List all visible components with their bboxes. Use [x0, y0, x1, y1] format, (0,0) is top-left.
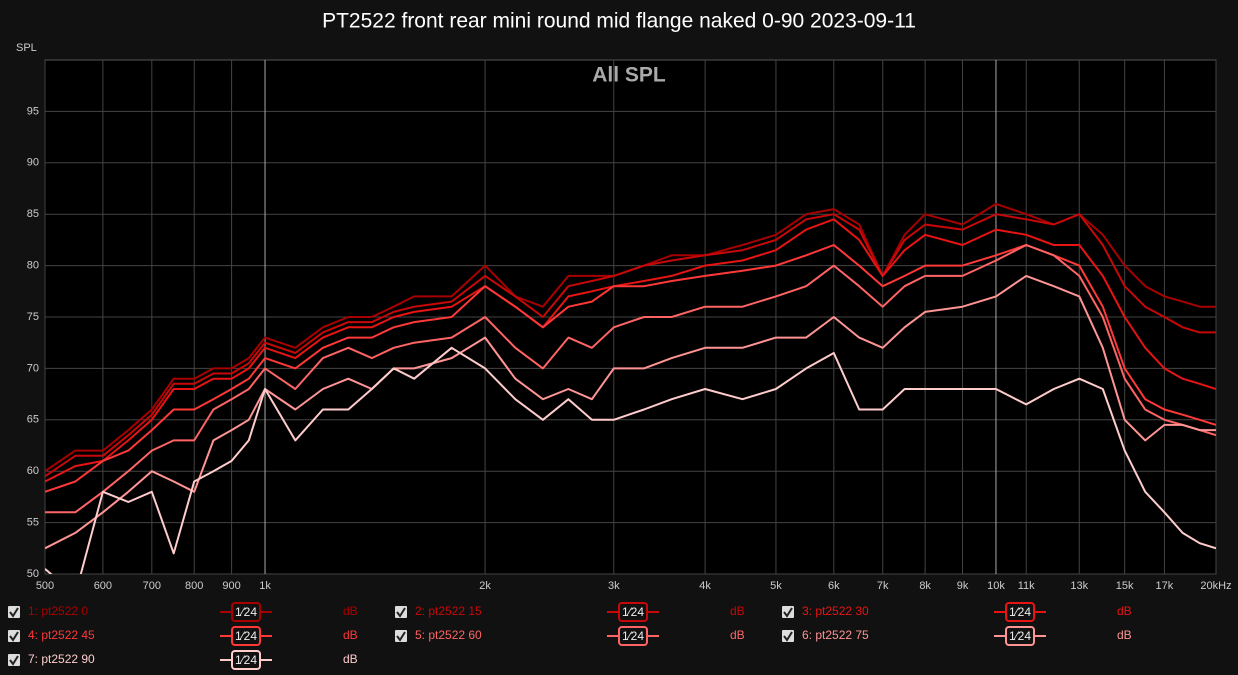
- y-tick-label: 50: [27, 568, 39, 580]
- legend-unit: dB: [343, 604, 358, 618]
- x-tick-label: 5k: [770, 580, 782, 592]
- series-line: [45, 346, 1216, 574]
- x-tick-label: 15k: [1116, 580, 1134, 592]
- x-tick-label: 20kHz: [1200, 580, 1231, 592]
- y-tick-label: 65: [27, 414, 39, 426]
- x-tick-label: 800: [185, 580, 203, 592]
- legend-label: 6: pt2522 75: [802, 628, 869, 642]
- y-tick-label: 85: [27, 208, 39, 220]
- legend-label: 2: pt2522 15: [415, 604, 482, 618]
- series-line: [45, 244, 1216, 514]
- legend-check: [396, 631, 406, 642]
- series-line: [45, 244, 1216, 493]
- x-tick-label: 9k: [957, 580, 969, 592]
- legend-check: [783, 631, 793, 642]
- y-tick-label: 75: [27, 311, 39, 323]
- x-tick-label: 10k: [987, 580, 1005, 592]
- x-tick-label: 600: [94, 580, 112, 592]
- legend-unit: dB: [1117, 604, 1132, 618]
- legend-smoothing-box: [1005, 626, 1035, 646]
- y-tick-label: 60: [27, 465, 39, 477]
- legend-label: 4: pt2522 45: [28, 628, 95, 642]
- legend-unit: dB: [730, 628, 745, 642]
- legend-smoothing: 1⁄24: [235, 629, 257, 643]
- x-tick-label: 7k: [877, 580, 889, 592]
- legend-check: [396, 607, 406, 618]
- legend-smoothing: 1⁄24: [235, 653, 257, 667]
- legend-smoothing-box: [231, 626, 261, 646]
- legend-unit: dB: [343, 628, 358, 642]
- series-line: [45, 213, 1216, 478]
- x-tick-label: 2k: [479, 580, 491, 592]
- y-tick-label: 95: [27, 105, 39, 117]
- legend-check: [9, 631, 19, 642]
- y-tick-label: 80: [27, 260, 39, 272]
- legend-label: 1: pt2522 0: [28, 604, 88, 618]
- legend-label: 7: pt2522 90: [28, 652, 95, 666]
- legend-unit: dB: [1117, 628, 1132, 642]
- legend-smoothing: 1⁄24: [622, 605, 644, 619]
- series-line: [45, 274, 1216, 550]
- chart-subtitle: All SPL: [592, 64, 666, 87]
- series-group: [45, 202, 1216, 574]
- x-tick-label: 700: [143, 580, 161, 592]
- legend-smoothing-box: [231, 650, 261, 670]
- legend-smoothing: 1⁄24: [235, 605, 257, 619]
- y-tick-label: 90: [27, 157, 39, 169]
- legend-smoothing-box: [618, 626, 648, 646]
- y-axis-label: SPL: [16, 42, 37, 54]
- legend-label: 3: pt2522 30: [802, 604, 869, 618]
- legend-check: [9, 607, 19, 618]
- legend-smoothing: 1⁄24: [1009, 629, 1031, 643]
- x-tick-label: 17k: [1156, 580, 1174, 592]
- x-tick-label: 8k: [919, 580, 931, 592]
- y-tick-label: 70: [27, 362, 39, 374]
- x-tick-label: 13k: [1070, 580, 1088, 592]
- x-tick-label: 4k: [699, 580, 711, 592]
- legend-unit: dB: [730, 604, 745, 618]
- legend-check: [9, 655, 19, 666]
- legend-smoothing: 1⁄24: [1009, 605, 1031, 619]
- x-tick-label: 11k: [1018, 580, 1035, 592]
- x-tick-label: 900: [222, 580, 240, 592]
- y-tick-label: 55: [27, 517, 39, 529]
- x-tick-label: 6k: [828, 580, 840, 592]
- legend-check: [783, 607, 793, 618]
- legend-label: 5: pt2522 60: [415, 628, 482, 642]
- legend-unit: dB: [343, 652, 358, 666]
- x-tick-label: 3k: [608, 580, 620, 592]
- legend-smoothing-box: [618, 602, 648, 622]
- x-tick-label: 500: [36, 580, 54, 592]
- legend-smoothing-box: [1005, 602, 1035, 622]
- legend-smoothing: 1⁄24: [622, 629, 644, 643]
- legend-smoothing-box: [231, 602, 261, 622]
- x-tick-label: 1k: [259, 580, 271, 592]
- chart-title: PT2522 front rear mini round mid flange …: [322, 10, 916, 33]
